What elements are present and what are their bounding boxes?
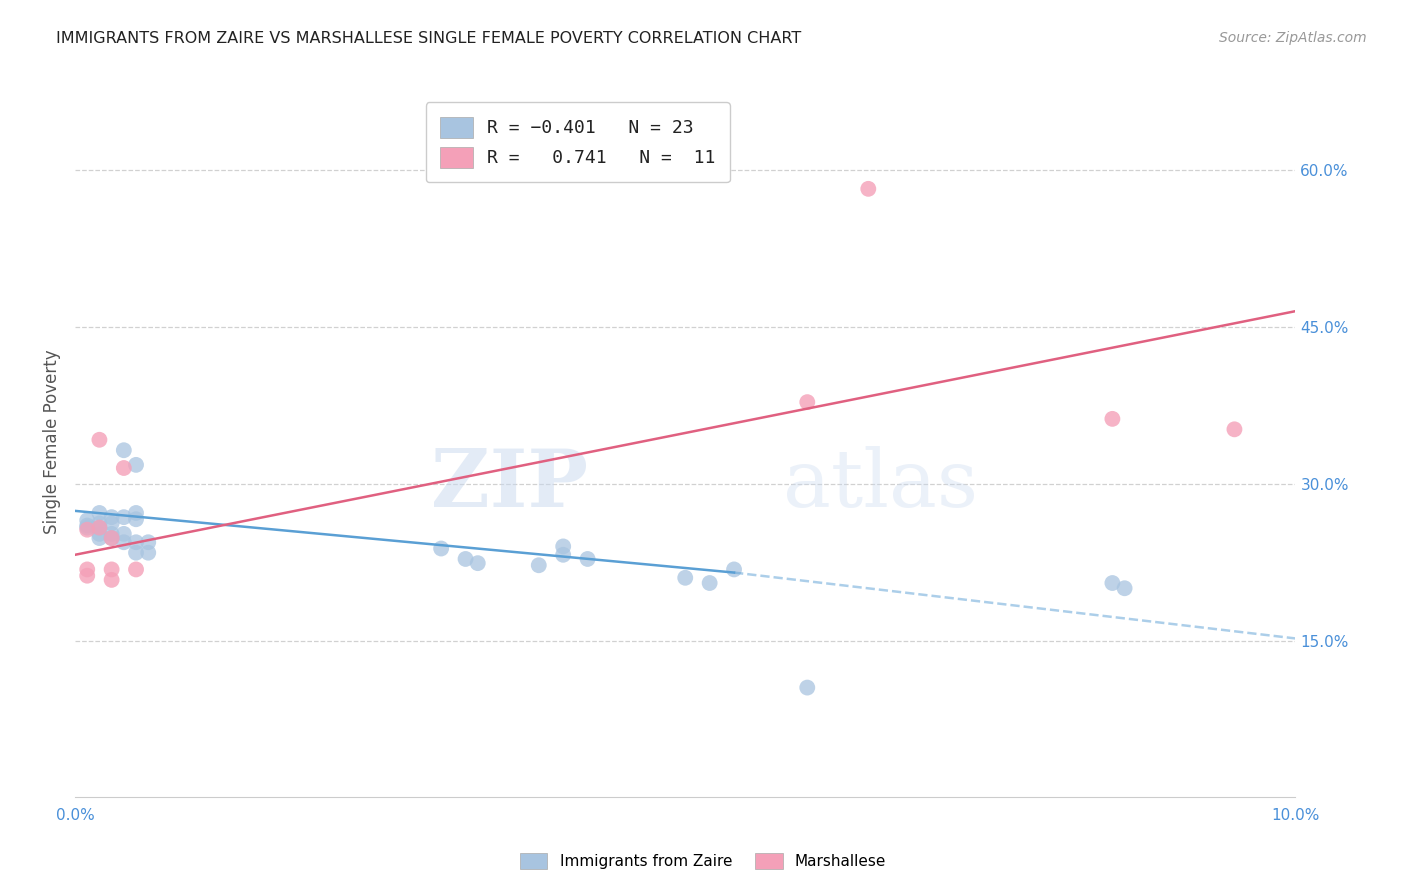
Point [100,573,122,587]
Point [467,556,489,570]
Point [1101,576,1123,591]
Point [76,562,98,576]
Point [76,523,98,537]
Point [100,531,122,545]
Point [125,535,148,549]
Point [112,535,135,549]
Point [100,531,122,545]
Text: Source: ZipAtlas.com: Source: ZipAtlas.com [1219,31,1367,45]
Point [125,506,148,520]
Text: ZIP: ZIP [430,445,588,524]
Point [430,541,453,556]
Point [527,558,550,573]
Point [100,527,122,541]
Point [76,568,98,582]
Point [76,513,98,527]
Point [76,520,98,534]
Point [796,681,818,695]
Point [89,520,111,534]
Point [100,510,122,524]
Point [136,535,159,549]
Point [100,562,122,576]
Point [858,182,880,196]
Point [553,548,575,562]
Point [89,433,111,447]
Point [136,546,159,560]
Point [125,458,148,472]
Point [100,516,122,531]
Point [89,531,111,545]
Text: atlas: atlas [783,445,979,524]
Point [89,520,111,534]
Point [89,516,111,531]
Point [89,527,111,541]
Point [112,510,135,524]
Point [89,506,111,520]
Point [112,527,135,541]
Legend: Immigrants from Zaire, Marshallese: Immigrants from Zaire, Marshallese [513,847,893,875]
Text: IMMIGRANTS FROM ZAIRE VS MARSHALLESE SINGLE FEMALE POVERTY CORRELATION CHART: IMMIGRANTS FROM ZAIRE VS MARSHALLESE SIN… [56,31,801,46]
Point [723,562,745,576]
Point [576,552,599,566]
Point [796,395,818,409]
Point [699,576,721,591]
Y-axis label: Single Female Poverty: Single Female Poverty [44,350,60,534]
Point [1223,422,1246,436]
Point [553,540,575,554]
Legend: R = −0.401   N = 23, R =   0.741   N =  11: R = −0.401 N = 23, R = 0.741 N = 11 [426,103,730,182]
Point [454,552,477,566]
Point [125,562,148,576]
Point [673,571,696,585]
Point [125,546,148,560]
Point [1101,412,1123,426]
Point [112,461,135,475]
Point [125,512,148,526]
Point [76,518,98,533]
Point [1114,581,1136,595]
Point [112,443,135,458]
